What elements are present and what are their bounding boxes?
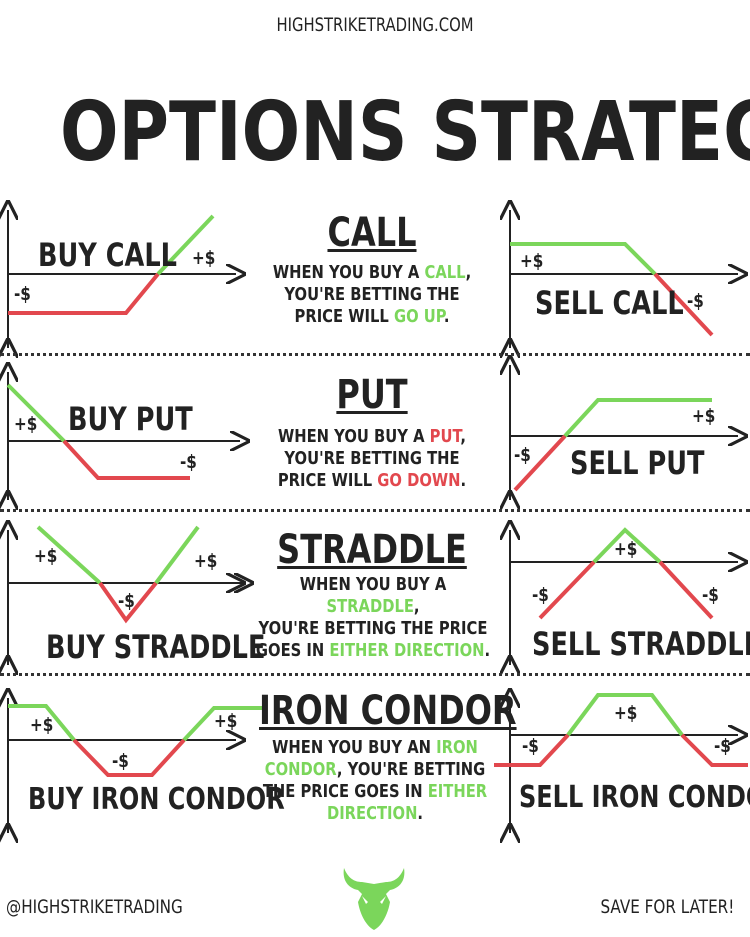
strategy-title-call: CALL <box>327 210 417 256</box>
strategy-description-call: WHEN YOU BUY A CALL, YOU'RE BETTING THE … <box>272 262 472 327</box>
strategy-title-put: PUT <box>336 372 408 418</box>
sell-straddle-label: SELL STRADDLE <box>532 625 750 663</box>
loss-tag: -$ <box>702 584 719 606</box>
loss-line-right <box>680 733 748 767</box>
sell-call-diagram <box>510 210 738 348</box>
loss-line <box>72 738 186 777</box>
loss-line <box>653 272 714 337</box>
sell-call-label: SELL CALL <box>535 284 684 322</box>
profit-tag: +$ <box>614 538 638 560</box>
buy-call-label: BUY CALL <box>38 236 177 274</box>
section-divider <box>0 509 750 512</box>
profit-line-left <box>8 704 76 742</box>
strategy-description-put: WHEN YOU BUY A PUT, YOU'RE BETTING THE P… <box>277 426 467 491</box>
buy-iron-condor-diagram <box>8 698 262 833</box>
loss-tag: -$ <box>714 735 731 757</box>
loss-tag: -$ <box>522 735 539 757</box>
profit-tag: +$ <box>194 550 218 572</box>
loss-line-right <box>658 560 714 620</box>
profit-tag: +$ <box>192 247 216 269</box>
section-divider <box>0 673 750 676</box>
sell-iron-condor-label: SELL IRON CONDOR <box>519 780 750 815</box>
save-for-later-text: SAVE FOR LATER! <box>600 896 734 918</box>
profit-tag: +$ <box>14 413 38 435</box>
sell-put-label: SELL PUT <box>570 444 705 482</box>
loss-line <box>513 434 567 492</box>
sell-straddle-diagram <box>510 530 738 665</box>
bull-head-icon <box>343 868 405 930</box>
buy-straddle-diagram <box>8 527 236 665</box>
section-divider <box>0 353 750 356</box>
profit-line <box>156 214 215 276</box>
profit-tag: +$ <box>30 714 54 736</box>
buy-straddle-label: BUY STRADDLE <box>46 628 266 666</box>
buy-put-diagram <box>8 372 240 500</box>
strategy-description-iron-condor: WHEN YOU BUY AN IRON CONDOR, YOU'RE BETT… <box>262 737 488 824</box>
profit-line <box>566 693 684 737</box>
profit-tag: +$ <box>520 250 544 272</box>
profit-tag: +$ <box>614 702 638 724</box>
profit-line <box>563 398 712 438</box>
site-url[interactable]: HIGHSTRIKETRADING.COM <box>276 14 474 36</box>
loss-line <box>98 581 158 624</box>
profit-line-right <box>182 706 262 742</box>
buy-call-diagram <box>8 210 236 348</box>
profit-tag: +$ <box>214 710 238 732</box>
loss-tag: -$ <box>14 283 31 305</box>
loss-line-left <box>538 560 596 620</box>
profit-line <box>510 242 657 276</box>
social-handle[interactable]: @HIGHSTRIKETRADING <box>6 896 183 918</box>
loss-line-left <box>494 733 570 767</box>
strategy-title-straddle: STRADDLE <box>277 527 467 573</box>
profit-line <box>6 383 66 443</box>
sell-iron-condor-diagram <box>494 695 748 833</box>
strategy-description-straddle: WHEN YOU BUY A STRADDLE, YOU'RE BETTING … <box>255 574 491 661</box>
profit-tag: +$ <box>692 405 716 427</box>
loss-tag: -$ <box>514 444 531 466</box>
loss-tag: -$ <box>112 750 129 772</box>
strategy-title-iron-condor: IRON CONDOR <box>259 688 517 734</box>
loss-line <box>62 439 190 480</box>
buy-put-label: BUY PUT <box>68 400 193 438</box>
sell-put-diagram <box>510 365 738 500</box>
buy-iron-condor-label: BUY IRON CONDOR <box>28 782 285 817</box>
loss-tag: -$ <box>532 584 549 606</box>
profit-line <box>592 527 662 564</box>
loss-tag: -$ <box>180 451 197 473</box>
page-title: OPTIONS STRATEGIES <box>60 85 750 180</box>
loss-tag: -$ <box>687 290 704 312</box>
profit-line-left <box>36 525 102 585</box>
loss-tag: -$ <box>118 590 135 612</box>
profit-line-right <box>154 525 200 585</box>
loss-line <box>8 272 160 315</box>
profit-tag: +$ <box>34 545 58 567</box>
